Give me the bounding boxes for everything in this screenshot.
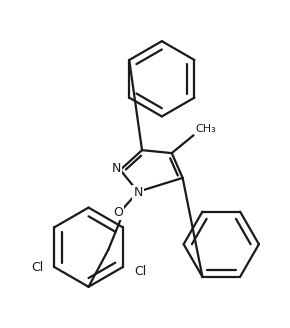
Text: CH₃: CH₃: [195, 124, 216, 134]
Text: Cl: Cl: [31, 260, 44, 274]
Text: O: O: [113, 206, 123, 219]
Text: N: N: [112, 162, 121, 175]
Text: N: N: [133, 186, 143, 199]
Text: Cl: Cl: [135, 265, 147, 278]
